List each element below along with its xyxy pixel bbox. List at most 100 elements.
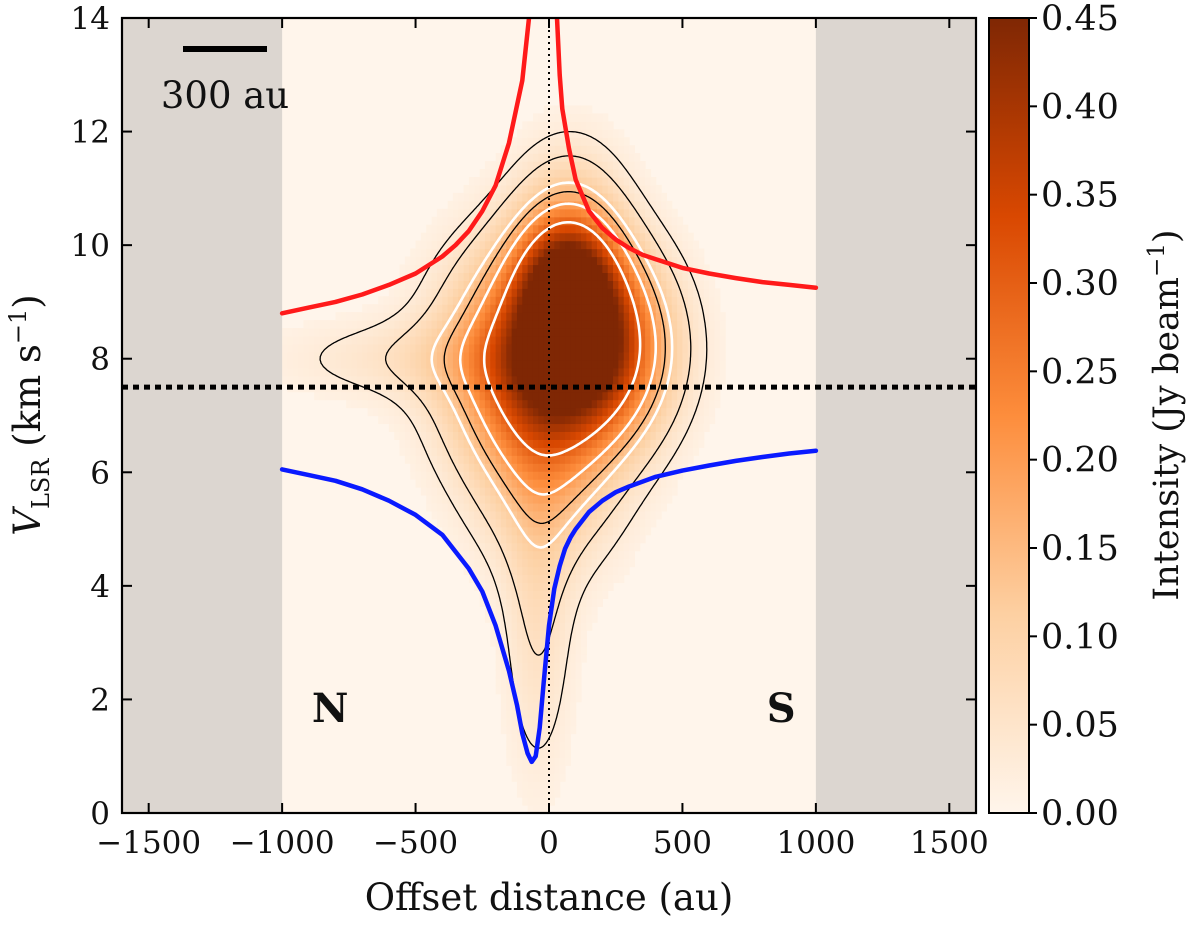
heatmap-cell (527, 192, 534, 202)
heatmap-cell (404, 304, 411, 313)
heatmap-cell (602, 487, 609, 496)
heatmap-cell (602, 328, 609, 337)
heatmap-cell (500, 574, 507, 584)
heatmap-cell (597, 598, 603, 607)
heatmap-cell (527, 733, 534, 743)
heatmap-cell (591, 280, 598, 289)
heatmap-cell (565, 741, 571, 750)
heatmap-cell (581, 208, 587, 218)
heatmap-cell (516, 781, 523, 790)
heatmap-cell (538, 582, 545, 591)
heatmap-cell (282, 328, 289, 337)
heatmap-cell (527, 669, 534, 679)
heatmap-cell (586, 200, 593, 210)
heatmap-cell (474, 351, 481, 361)
heatmap-cell (319, 328, 326, 337)
heatmap-cell (613, 272, 619, 281)
heatmap-cell (698, 328, 705, 337)
heatmap-cell (559, 773, 566, 782)
heatmap-cell (378, 407, 385, 417)
heatmap-cell (586, 542, 593, 552)
heatmap-cell (554, 622, 561, 631)
heatmap-cell (458, 256, 465, 266)
heatmap-cell (607, 184, 614, 194)
heatmap-cell (570, 137, 577, 146)
heatmap-cell (581, 184, 587, 194)
heatmap-cell (404, 423, 411, 432)
heatmap-cell (554, 224, 561, 234)
heatmap-cell (516, 550, 523, 560)
heatmap-cell (511, 336, 518, 345)
heatmap-cell (511, 208, 518, 218)
heatmap-cell (554, 272, 561, 281)
heatmap-cell (655, 312, 662, 321)
heatmap-cell (554, 113, 561, 122)
heatmap-cell (650, 447, 657, 456)
heatmap-cell (490, 375, 497, 385)
heatmap-cell (516, 614, 523, 623)
heatmap-cell (506, 622, 513, 631)
heatmap-cell (436, 479, 443, 488)
heatmap-cell (655, 423, 662, 432)
heatmap-cell (447, 407, 454, 417)
heatmap-cell (452, 359, 459, 369)
colorbar-label-close: ) (1147, 229, 1187, 243)
heatmap-cell (543, 200, 550, 210)
heatmap-cell (618, 447, 625, 456)
heatmap-cell (506, 598, 513, 607)
heatmap-cell (623, 375, 630, 385)
heatmap-cell (415, 455, 422, 464)
heatmap-cell (458, 375, 465, 385)
heatmap-cell (639, 161, 646, 170)
heatmap-cell (511, 542, 518, 552)
heatmap-cell (538, 343, 545, 353)
heatmap-cell (532, 383, 539, 393)
heatmap-cell (442, 471, 449, 480)
heatmap-cell (607, 550, 614, 560)
heatmap-cell (538, 184, 545, 194)
heatmap-cell (623, 256, 630, 266)
heatmap-cell (559, 184, 566, 194)
heatmap-cell (431, 447, 438, 456)
heatmap-cell (559, 351, 566, 361)
heatmap-cell (442, 407, 449, 417)
heatmap-cell (570, 129, 577, 138)
heatmap-cell (506, 208, 513, 218)
heatmap-cell (522, 216, 529, 226)
heatmap-cell (570, 216, 577, 226)
heatmap-cell (682, 447, 689, 456)
heatmap-cell (522, 693, 529, 703)
heatmap-cell (415, 383, 422, 393)
heatmap-cell (559, 256, 566, 266)
heatmap-cell (709, 312, 716, 321)
heatmap-cell (623, 320, 630, 329)
heatmap-cell (655, 367, 662, 377)
heatmap-cell (292, 343, 299, 353)
heatmap-cell (516, 471, 523, 480)
heatmap-cell (468, 502, 475, 512)
heatmap-cell (581, 256, 587, 266)
heatmap-cell (693, 304, 700, 313)
heatmap-cell (687, 359, 694, 369)
heatmap-cell (607, 479, 614, 488)
heatmap-cell (356, 312, 363, 321)
heatmap-cell (559, 399, 566, 409)
heatmap-cell (404, 415, 411, 425)
heatmap-cell (442, 439, 449, 448)
heatmap-cell (597, 161, 603, 170)
heatmap-cell (581, 487, 587, 496)
heatmap-cell (639, 495, 646, 504)
heatmap-cell (549, 304, 555, 313)
heatmap-cell (490, 359, 497, 369)
heatmap-cell (655, 351, 662, 361)
heatmap-cell (436, 407, 443, 417)
heatmap-cell (506, 439, 513, 448)
heatmap-cell (591, 113, 598, 122)
heatmap-cell (404, 336, 411, 345)
heatmap-cell (367, 304, 374, 313)
heatmap-cell (602, 479, 609, 488)
colorbar-ticks: 0.000.050.100.150.200.250.300.350.400.45 (1029, 0, 1119, 834)
heatmap-cell (495, 359, 502, 369)
heatmap-cell (383, 375, 390, 385)
heatmap-cell (292, 351, 299, 361)
